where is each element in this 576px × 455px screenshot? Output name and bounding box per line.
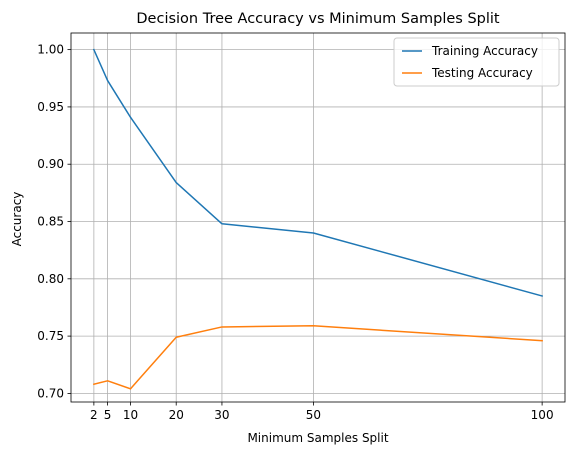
x-tick-label: 50 (306, 408, 321, 422)
y-tick-label: 0.95 (37, 100, 64, 114)
y-tick-label: 0.75 (37, 329, 64, 343)
legend-label-training: Training Accuracy (431, 44, 538, 58)
legend-label-testing: Testing Accuracy (431, 66, 533, 80)
legend: Training Accuracy Testing Accuracy (393, 37, 560, 87)
x-axis-label: Minimum Samples Split (247, 431, 388, 445)
chart-title: Decision Tree Accuracy vs Minimum Sample… (136, 11, 500, 27)
y-tick-label: 1.00 (37, 43, 64, 57)
axes-layer (70, 32, 566, 403)
plot-frame (70, 32, 566, 403)
x-tick-label: 30 (214, 408, 229, 422)
x-tick-label: 5 (104, 408, 112, 422)
x-tick-label: 10 (123, 408, 138, 422)
x-tick-label: 100 (531, 408, 554, 422)
ticks-layer: 2 5 10 20 30 50 100 0.70 0.75 0.80 0.85 0.90 0.95 1.0… (37, 43, 553, 422)
series-line-testing (92, 325, 543, 390)
x-tick-label: 20 (169, 408, 184, 422)
series-line-training (92, 48, 544, 297)
series-layer (92, 48, 544, 390)
y-axis-label: Accuracy (10, 192, 24, 247)
x-tick-label: 2 (90, 408, 98, 422)
y-tick-label: 0.80 (37, 272, 64, 286)
grid-layer (71, 33, 565, 402)
legend-box (393, 37, 560, 87)
y-tick-label: 0.70 (37, 386, 64, 400)
y-tick-label: 0.85 (37, 215, 64, 229)
y-tick-label: 0.90 (37, 157, 64, 171)
